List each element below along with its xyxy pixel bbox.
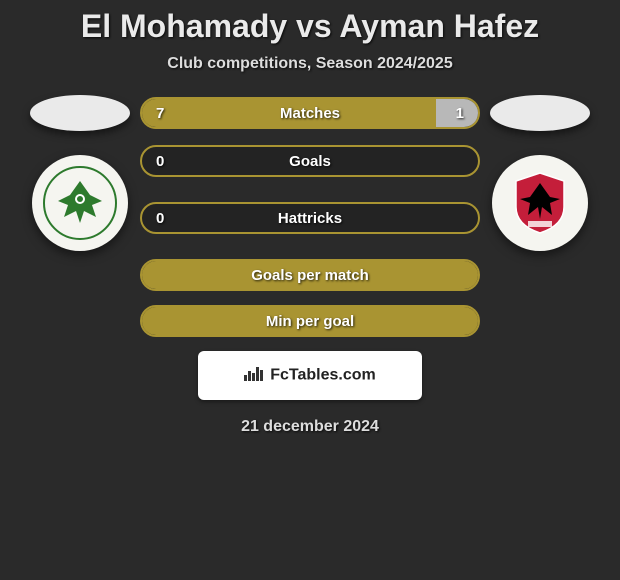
stat-bar-hattricks: 0 Hattricks bbox=[140, 202, 480, 234]
stat-bar-goals: 0 Goals bbox=[140, 145, 480, 177]
stat-row: 7 Matches 1 bbox=[0, 95, 620, 131]
page-title: El Mohamady vs Ayman Hafez bbox=[0, 8, 620, 45]
stat-row: 0 Hattricks bbox=[0, 185, 620, 251]
stat-bar-gpm: Goals per match bbox=[140, 259, 480, 291]
stat-row: Goals per match bbox=[0, 259, 620, 291]
club-logo-left-wrap bbox=[20, 185, 140, 251]
stat-bar-mpg: Min per goal bbox=[140, 305, 480, 337]
stat-value-left: 0 bbox=[156, 210, 164, 227]
club-logo-al-masry bbox=[32, 155, 128, 251]
bar-chart-icon bbox=[244, 365, 264, 386]
player-ellipse-icon bbox=[490, 95, 590, 131]
stat-value-left: 7 bbox=[156, 105, 164, 122]
stat-label: Matches bbox=[280, 105, 340, 122]
stat-label: Goals bbox=[289, 153, 331, 170]
player-ellipse-icon bbox=[30, 95, 130, 131]
stat-label: Min per goal bbox=[266, 313, 354, 330]
player-avatar-right bbox=[480, 95, 600, 131]
eagle-crest-icon bbox=[40, 163, 120, 243]
stat-value-right: 1 bbox=[456, 105, 464, 122]
date-label: 21 december 2024 bbox=[0, 418, 620, 436]
stat-value-left: 0 bbox=[156, 153, 164, 170]
stat-label: Goals per match bbox=[251, 267, 369, 284]
brand-text: FcTables.com bbox=[270, 367, 376, 384]
stat-bar-matches: 7 Matches 1 bbox=[140, 97, 480, 129]
eagle-shield-icon bbox=[500, 163, 580, 243]
club-logo-right-wrap bbox=[480, 185, 600, 251]
brand-footer: FcTables.com bbox=[0, 351, 620, 400]
player-avatar-left bbox=[20, 95, 140, 131]
subtitle: Club competitions, Season 2024/2025 bbox=[0, 55, 620, 73]
brand-tag: FcTables.com bbox=[198, 351, 422, 400]
stat-label: Hattricks bbox=[278, 210, 342, 227]
club-logo-al-ahly bbox=[492, 155, 588, 251]
stat-row: Min per goal bbox=[0, 305, 620, 337]
comparison-card: El Mohamady vs Ayman Hafez Club competit… bbox=[0, 0, 620, 436]
